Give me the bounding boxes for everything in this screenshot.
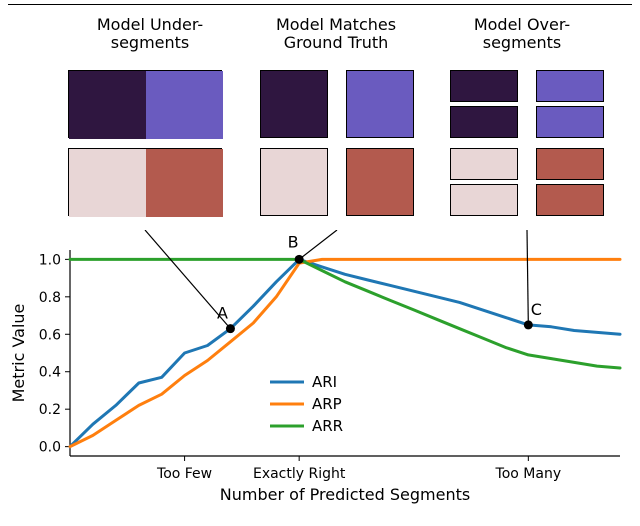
marker-label-C: C <box>531 300 542 319</box>
y-tick-label: 0.6 <box>39 327 61 343</box>
match-row0-left <box>260 70 328 138</box>
legend-label-ari: ARI <box>312 373 337 391</box>
match-row0-right <box>346 70 414 138</box>
y-tick-label: 1.0 <box>39 252 61 268</box>
over-row0-col1-top <box>536 70 604 102</box>
y-axis-label: Metric Value <box>9 304 28 403</box>
y-tick-label: 0.4 <box>39 365 61 381</box>
series-line-arp <box>70 259 620 446</box>
col-title-under: Model Under-segments <box>60 16 240 53</box>
top-rule <box>8 4 632 5</box>
over-row1-col1-bottom <box>536 184 604 216</box>
y-tick-label: 0.2 <box>39 402 61 418</box>
under-bottom-merged <box>68 148 222 216</box>
x-tick-label: Too Few <box>156 466 212 482</box>
y-tick-label: 0.0 <box>39 440 61 456</box>
x-tick-label: Too Many <box>495 466 562 482</box>
leader-line-A <box>145 230 230 329</box>
under-top-merged <box>68 70 222 138</box>
x-tick-label: Exactly Right <box>253 466 346 482</box>
over-row0-col1-bottom <box>536 106 604 138</box>
leader-line-B <box>299 230 337 259</box>
metric-line-chart: 0.0 0.2 0.4 0.6 0.8 1.0 Too Few Exactly Right To… <box>0 230 640 526</box>
legend-label-arr: ARR <box>312 417 343 435</box>
leader-line-C <box>527 230 528 325</box>
col-title-over: Model Over-segments <box>432 16 612 53</box>
match-row1-left <box>260 148 328 216</box>
marker-label-B: B <box>288 232 299 251</box>
over-row1-col0-top <box>450 148 518 180</box>
col-title-match: Model MatchesGround Truth <box>246 16 426 53</box>
x-axis-label: Number of Predicted Segments <box>220 485 470 504</box>
legend-label-arp: ARP <box>312 395 342 413</box>
over-row0-col0-top <box>450 70 518 102</box>
series-line-ari <box>70 259 620 446</box>
match-row1-right <box>346 148 414 216</box>
over-row1-col1-top <box>536 148 604 180</box>
over-row1-col0-bottom <box>450 184 518 216</box>
over-row0-col0-bottom <box>450 106 518 138</box>
y-tick-label: 0.8 <box>39 290 61 306</box>
